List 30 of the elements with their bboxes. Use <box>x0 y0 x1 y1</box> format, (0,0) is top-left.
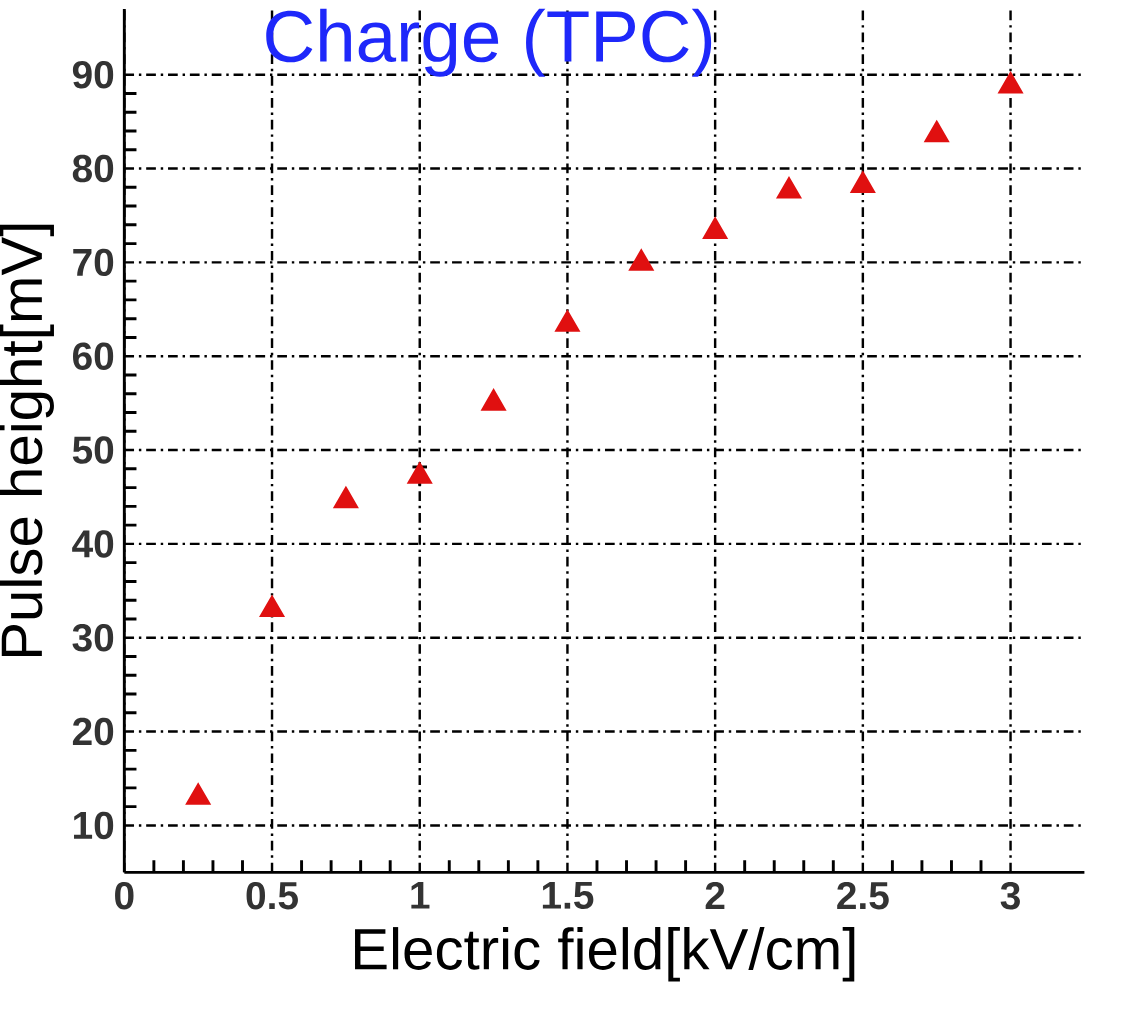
point <box>998 72 1023 94</box>
point <box>850 171 875 193</box>
y-tick-label: 30 <box>72 623 114 652</box>
x-tick-label: 1.5 <box>542 881 594 909</box>
point <box>703 217 728 239</box>
x-tick-label: 0.5 <box>246 881 298 910</box>
point <box>924 120 949 143</box>
point <box>186 783 211 805</box>
point <box>777 177 801 199</box>
y-tick-label: 10 <box>74 811 114 839</box>
x-tick-label: 2.5 <box>837 881 889 910</box>
y-tick-label: 70 <box>73 248 114 276</box>
y-tick-label: 60 <box>72 342 114 370</box>
point <box>260 595 285 617</box>
point <box>333 486 358 509</box>
y-tick-label: 20 <box>72 717 114 746</box>
y-axis-title: Pulse height[mV] <box>0 224 54 656</box>
x-axis-title: Electric field[kV/cm] <box>355 926 855 982</box>
point <box>629 249 654 271</box>
y-tick-label: 40 <box>72 529 114 558</box>
y-tick-label: 80 <box>72 154 114 183</box>
point <box>481 389 506 411</box>
chart-title: Charge (TPC) <box>266 8 712 77</box>
x-tick-label: 3 <box>1000 881 1020 910</box>
x-tick-label: 0 <box>115 881 134 910</box>
x-tick-label: 1 <box>411 881 430 909</box>
y-tick-label: 90 <box>72 60 114 89</box>
y-tick-label: 50 <box>72 436 114 464</box>
x-tick-label: 2 <box>705 881 725 909</box>
point <box>555 310 580 332</box>
